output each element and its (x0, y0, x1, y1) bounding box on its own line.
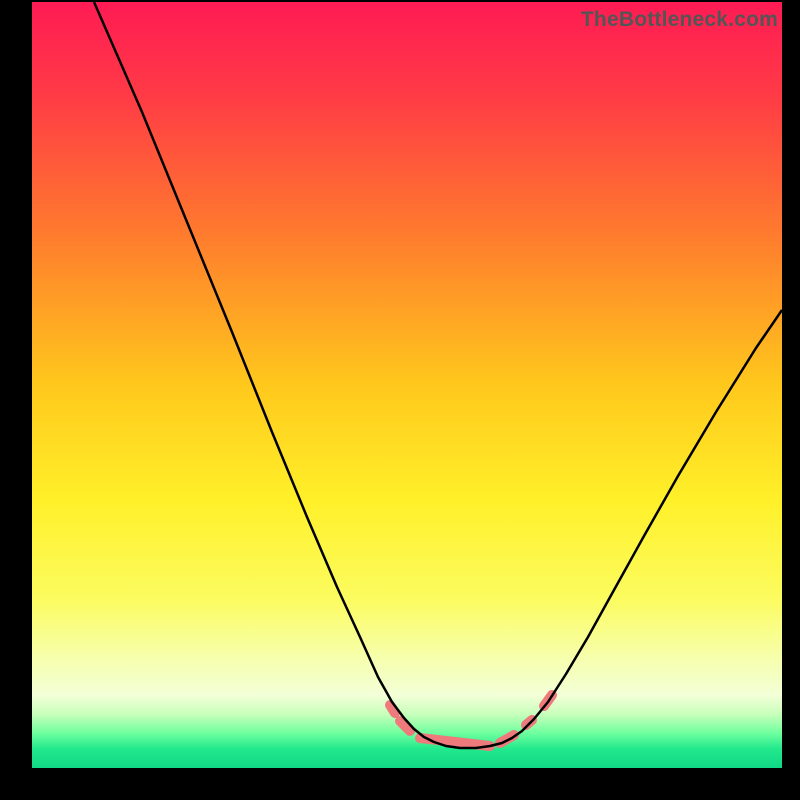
frame-right (782, 0, 800, 800)
curve-layer (32, 2, 782, 768)
plot-area (32, 2, 782, 768)
frame-left (0, 0, 32, 800)
frame-bottom (0, 768, 800, 800)
bottleneck-curve (94, 2, 782, 748)
watermark-text: TheBottleneck.com (581, 8, 778, 32)
frame-top (0, 0, 800, 2)
